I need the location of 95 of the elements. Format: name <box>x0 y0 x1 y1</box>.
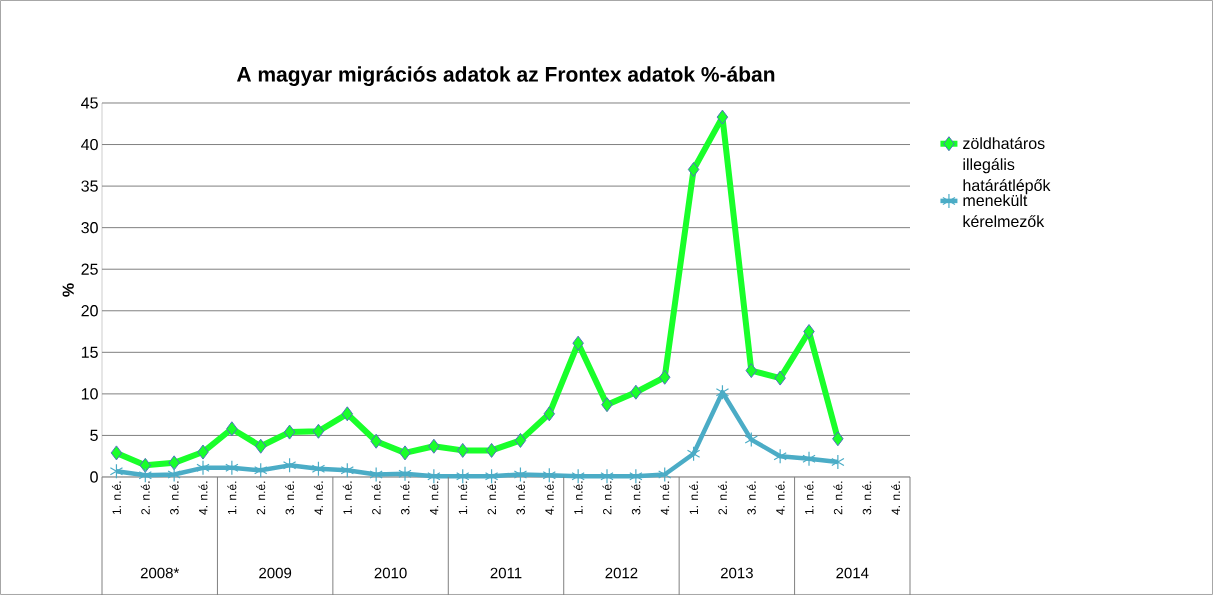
text: 2013 <box>720 567 753 579</box>
point <box>542 467 556 483</box>
x-tick-label: 2. n.é. <box>717 481 727 515</box>
x-tick-label: 1. n.é. <box>111 481 121 514</box>
x-tick-label: 2. n.é. <box>140 481 150 515</box>
x-tick-label: 2. n.é. <box>487 481 497 515</box>
x-tick-label: 3. n.é. <box>169 481 179 515</box>
x-tick-label: 2. n.é. <box>256 481 266 515</box>
point <box>802 450 816 467</box>
point <box>572 335 584 351</box>
y-tick-label: 35 <box>81 180 98 192</box>
y-tick-label: 45 <box>81 97 98 109</box>
point <box>340 462 354 478</box>
x-tick-label: 4. n.é. <box>313 481 323 515</box>
x-tick-label: 4. n.é. <box>544 481 554 515</box>
y-axis-title: % <box>62 283 74 297</box>
text: 2012 <box>605 567 638 579</box>
point <box>254 462 268 478</box>
y-tick-label: 25 <box>81 263 98 275</box>
x-tick-label: 2. n.é. <box>371 481 381 515</box>
point <box>167 466 181 482</box>
point <box>398 465 412 482</box>
point <box>716 109 729 125</box>
point <box>745 362 758 378</box>
x-tick-label: 3. n.é. <box>285 481 295 515</box>
x-tick-label: 1. n.é. <box>227 481 237 514</box>
point <box>138 467 152 483</box>
text: 2008* <box>140 567 180 579</box>
point <box>311 460 326 477</box>
x-tick-label: 3. n.é. <box>515 481 525 515</box>
y-tick-label: 15 <box>81 346 98 358</box>
text: 2009 <box>259 567 292 579</box>
point <box>369 466 383 482</box>
x-tick-label: 3. n.é. <box>631 481 641 515</box>
point <box>715 384 730 400</box>
point <box>226 421 238 437</box>
point <box>428 438 440 454</box>
point <box>543 406 556 422</box>
point <box>630 384 642 400</box>
text: 2011 <box>490 567 522 579</box>
x-tick-label: 4. n.é. <box>429 481 439 515</box>
legend-label: zöldhatáros illegális határátlépők <box>963 136 1051 194</box>
point <box>168 455 180 471</box>
point <box>282 457 297 473</box>
point <box>341 406 354 422</box>
x-tick-label: 1. n.é. <box>342 481 352 514</box>
x-tick-label: 1. n.é. <box>689 481 699 514</box>
point <box>109 463 124 479</box>
point <box>254 438 267 454</box>
point <box>197 444 209 460</box>
text: 2014 <box>836 567 869 579</box>
y-tick-label: 30 <box>81 221 98 234</box>
y-tick-label: 0 <box>90 471 98 483</box>
point <box>110 445 123 461</box>
point <box>773 448 787 464</box>
text: 2010 <box>374 567 407 579</box>
point <box>514 432 527 448</box>
x-tick-label: 4. n.é. <box>660 481 670 515</box>
chart-title: A magyar migrációs adatok az Frontex adatok %-ában <box>236 65 775 86</box>
point <box>485 442 498 458</box>
point <box>283 424 296 440</box>
x-tick-label: 1. n.é. <box>458 481 468 514</box>
point <box>832 431 844 447</box>
point <box>686 445 701 462</box>
point <box>370 433 382 449</box>
y-tick-label: 5 <box>90 429 98 441</box>
x-tick-label: 2. n.é. <box>833 481 843 515</box>
legend-label: menekült kérelmezők <box>963 194 1045 227</box>
point <box>687 161 700 177</box>
point <box>196 460 210 476</box>
point <box>744 431 758 447</box>
x-tick-label: 3. n.é. <box>400 481 410 515</box>
y-tick-label: 40 <box>81 138 98 150</box>
x-tick-label: 2. n.é. <box>602 481 612 515</box>
point <box>312 423 325 439</box>
point <box>658 466 672 482</box>
point <box>803 323 815 339</box>
point <box>139 457 152 473</box>
x-tick-label: 3. n.é. <box>746 481 756 515</box>
point <box>658 369 671 385</box>
x-tick-label: 3. n.é. <box>862 481 872 515</box>
point <box>601 396 613 412</box>
x-tick-label: 4. n.é. <box>891 481 901 515</box>
x-tick-label: 4. n.é. <box>775 481 785 515</box>
point <box>225 460 239 476</box>
point <box>774 370 786 386</box>
x-tick-label: 1. n.é. <box>573 481 583 514</box>
y-tick-label: 10 <box>81 387 98 400</box>
x-tick-label: 1. n.é. <box>804 481 814 514</box>
y-tick-label: 20 <box>81 304 98 317</box>
point <box>456 442 469 458</box>
point <box>513 466 528 482</box>
x-tick-label: 4. n.é. <box>198 481 208 515</box>
point <box>399 445 411 461</box>
point <box>831 454 845 470</box>
